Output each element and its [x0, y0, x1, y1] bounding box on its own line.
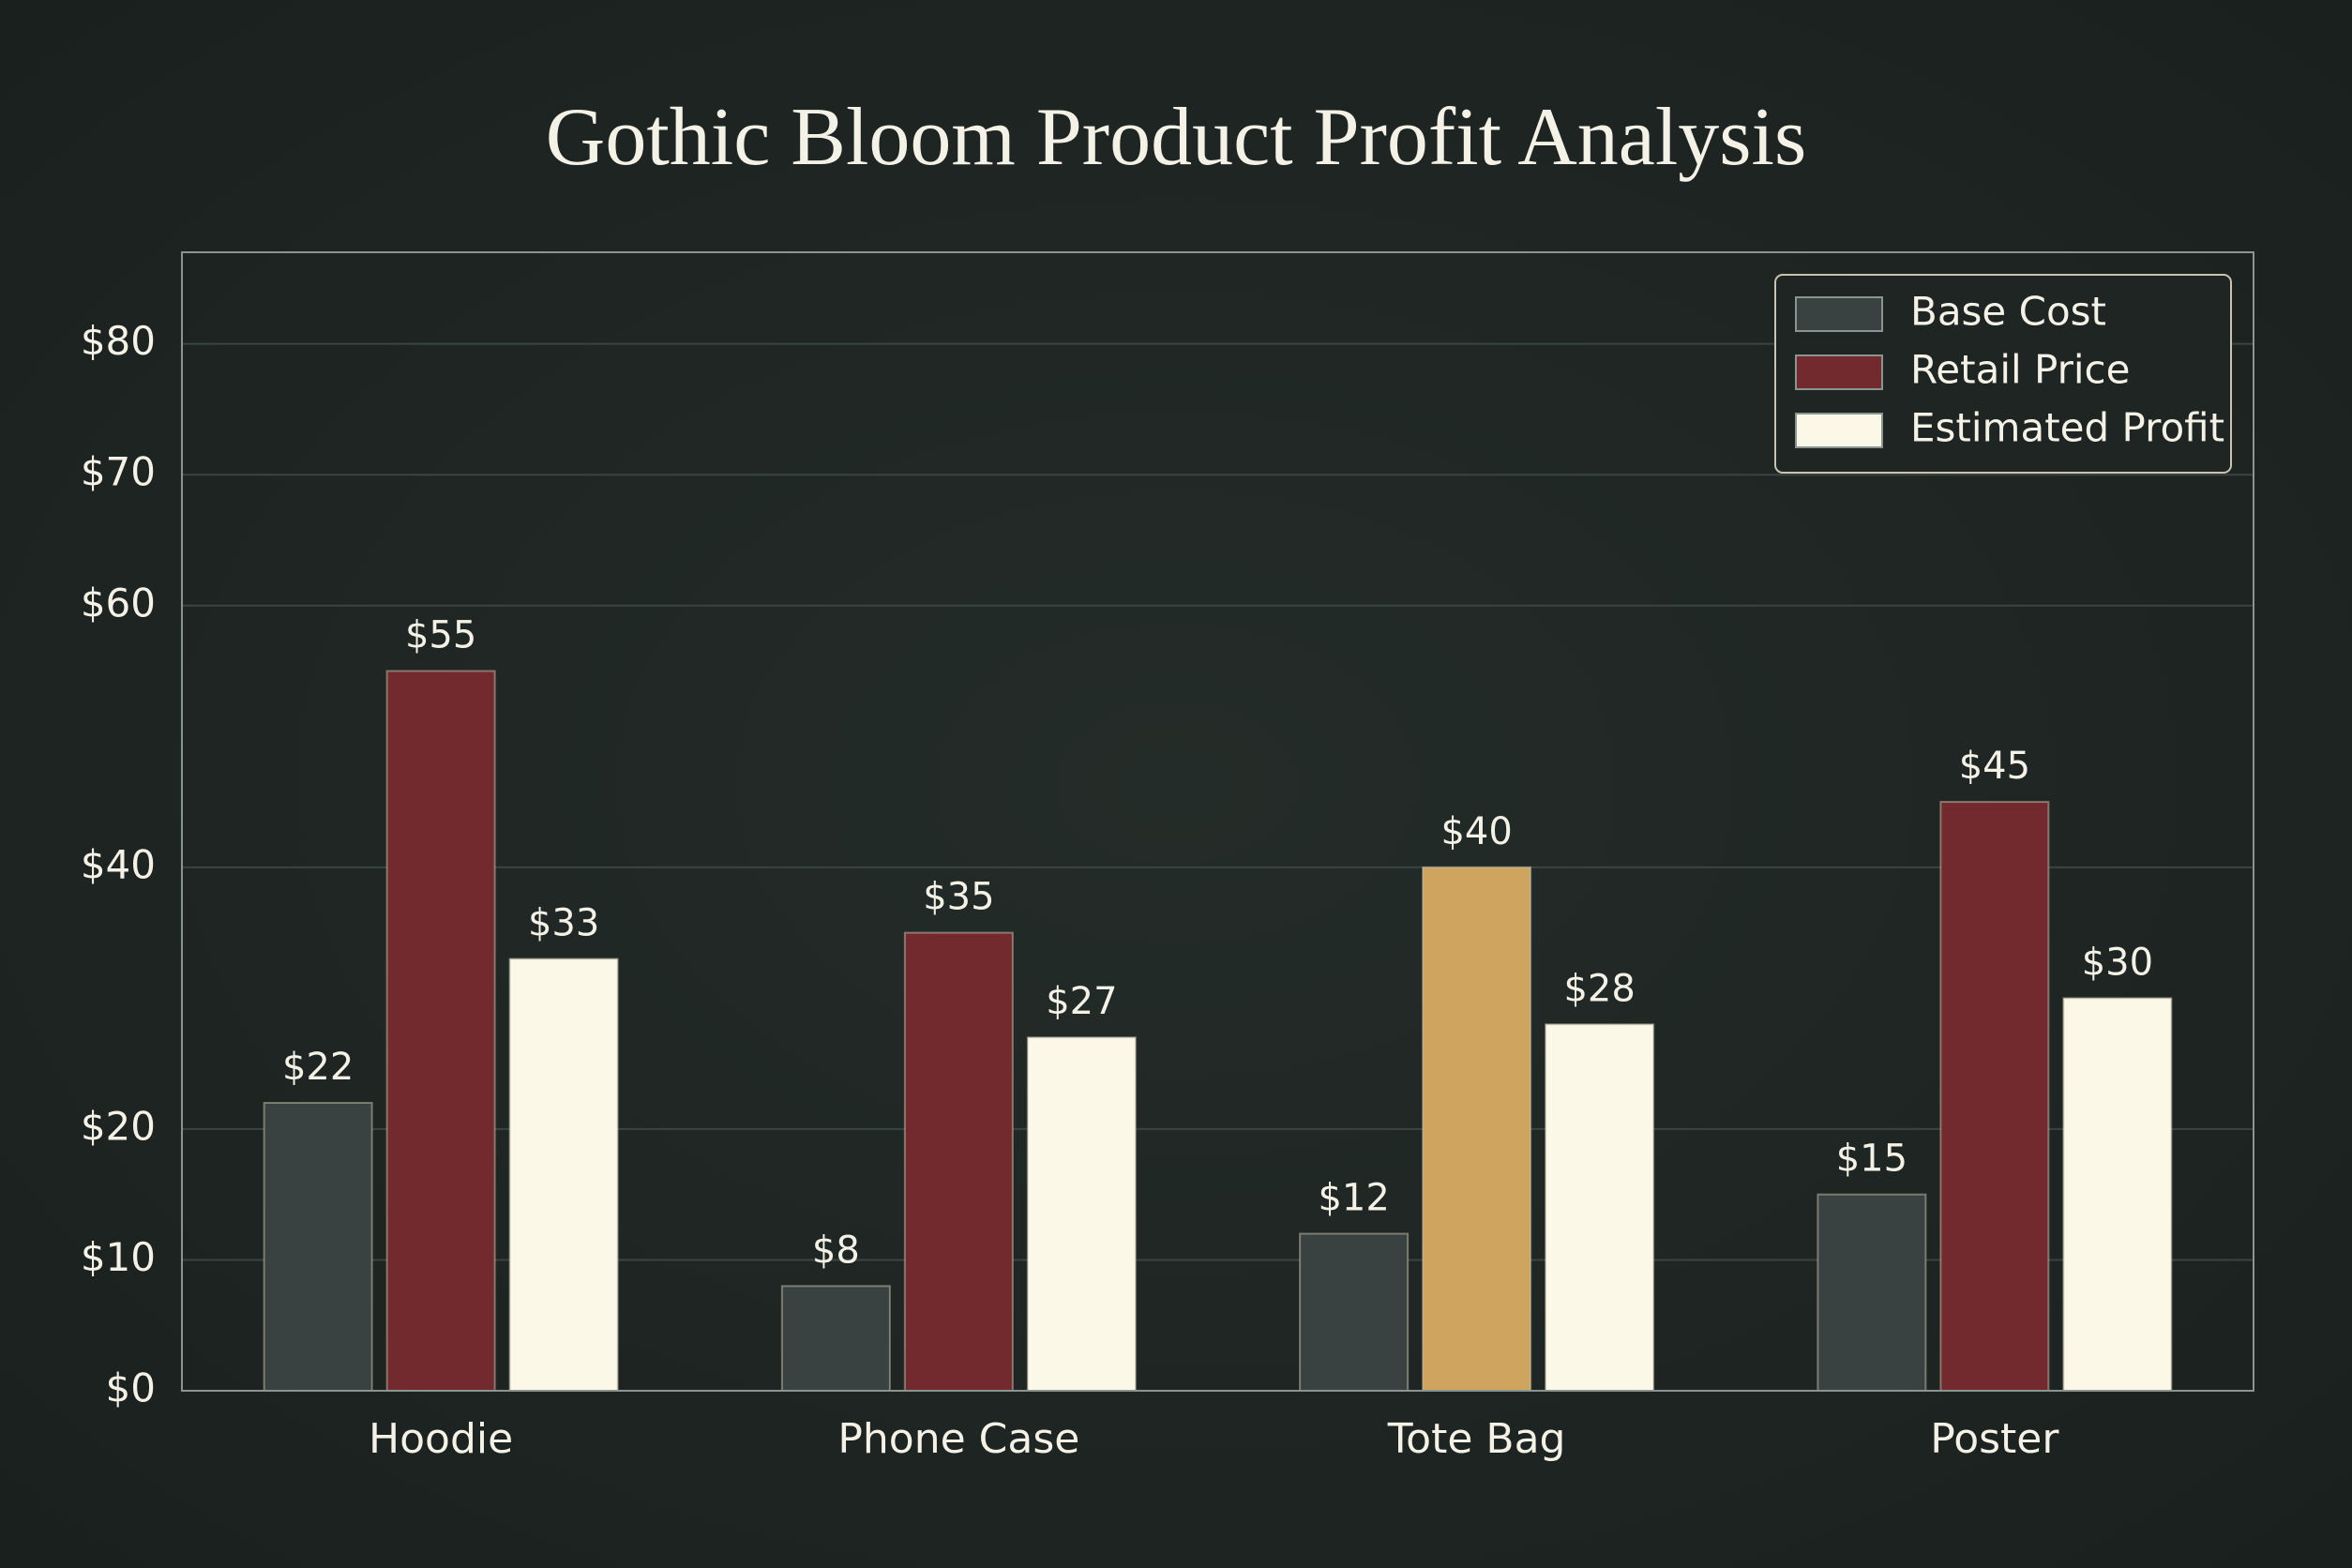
value-label: $40	[1440, 810, 1512, 853]
y-tick-label: $70	[81, 449, 156, 495]
bar	[385, 670, 496, 1392]
legend-swatch	[1795, 296, 1883, 332]
y-tick-label: $0	[106, 1365, 156, 1411]
y-tick-label: $40	[81, 841, 156, 887]
y-tick-label: $20	[81, 1103, 156, 1149]
y-tick-label: $80	[81, 318, 156, 364]
legend-label: Base Cost	[1910, 289, 2106, 335]
value-label: $33	[528, 902, 599, 945]
x-tick-label: Phone Case	[837, 1415, 1079, 1463]
bar	[1939, 801, 2050, 1392]
bar	[263, 1102, 373, 1392]
bar	[1026, 1036, 1137, 1392]
value-label: $8	[812, 1229, 860, 1272]
bar	[1422, 866, 1532, 1392]
bar	[780, 1285, 891, 1392]
bar	[1299, 1232, 1410, 1393]
value-label: $12	[1318, 1177, 1389, 1220]
y-tick-label: $10	[81, 1234, 156, 1280]
value-label: $27	[1046, 980, 1117, 1023]
x-tick-label: Poster	[1930, 1415, 2059, 1463]
bars: Hoodie $22 $55 $33 Phone Case $8 $35 $27 Tote Ba…	[263, 614, 2173, 1463]
bar	[1545, 1023, 1655, 1392]
x-tick-label: Tote Bag	[1387, 1415, 1566, 1463]
chart-title: Gothic Bloom Product Profit Analysis	[546, 92, 1806, 183]
value-label: $22	[282, 1046, 354, 1089]
value-label: $28	[1563, 967, 1635, 1010]
legend-swatch	[1795, 354, 1883, 390]
bar	[2062, 997, 2173, 1392]
legend-frame	[1774, 274, 2232, 474]
bar	[1817, 1193, 1927, 1393]
value-label: $55	[405, 614, 476, 657]
value-label: $15	[1836, 1138, 1907, 1181]
value-label: $45	[1959, 745, 2030, 788]
plot-frame	[181, 251, 2254, 1392]
legend-swatch	[1795, 413, 1883, 448]
legend-label: Retail Price	[1910, 347, 2131, 393]
value-label: $30	[2082, 941, 2153, 984]
x-tick-label: Hoodie	[369, 1415, 513, 1463]
legend: Base Cost Retail Price Estimated Profit	[1774, 274, 2232, 474]
legend-label: Estimated Profit	[1910, 405, 2224, 451]
value-label: $35	[923, 876, 994, 919]
bar	[508, 957, 619, 1392]
bar	[903, 931, 1014, 1392]
y-tick-label: $60	[81, 580, 156, 626]
